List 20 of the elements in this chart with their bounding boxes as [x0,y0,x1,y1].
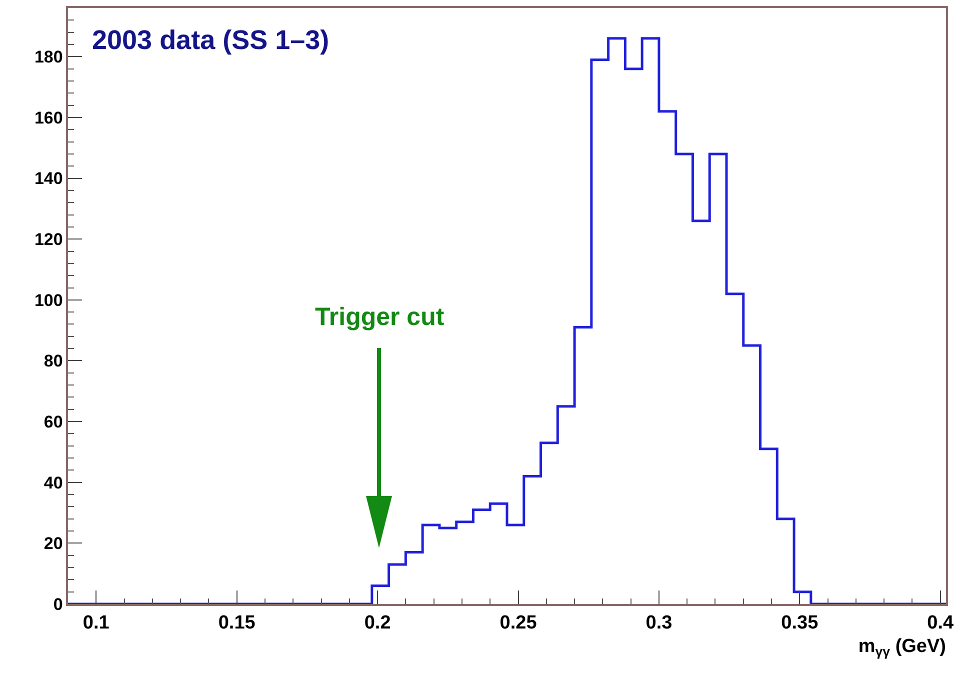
y-tick-label: 120 [34,230,63,250]
x-tick-label: 0.2 [364,612,391,634]
x-tick-label: 0.35 [781,612,819,634]
x-tick-label: 0.15 [218,612,256,634]
y-tick-label: 0 [53,594,63,614]
y-tick-label: 20 [44,534,63,554]
x-tick-label: 0.4 [927,612,954,634]
y-tick-label: 100 [34,290,63,310]
x-tick-label: 0.25 [500,612,538,634]
y-tick-label: 180 [34,48,63,67]
y-tick-label: 40 [44,473,63,492]
y-tick-label: 60 [44,412,63,432]
x-tick-label: 0.3 [646,612,672,634]
x-tick-label: 0.1 [82,612,110,634]
y-tick-label: 140 [34,169,63,188]
x-axis-title: m$_{γγ}$ (GeV) [858,636,946,659]
annotation: Trigger cut [315,303,445,331]
y-tick-label: 160 [34,108,63,128]
text: 2003 data (SS 1–3) [92,25,330,55]
y-tick-label: 80 [44,352,63,371]
